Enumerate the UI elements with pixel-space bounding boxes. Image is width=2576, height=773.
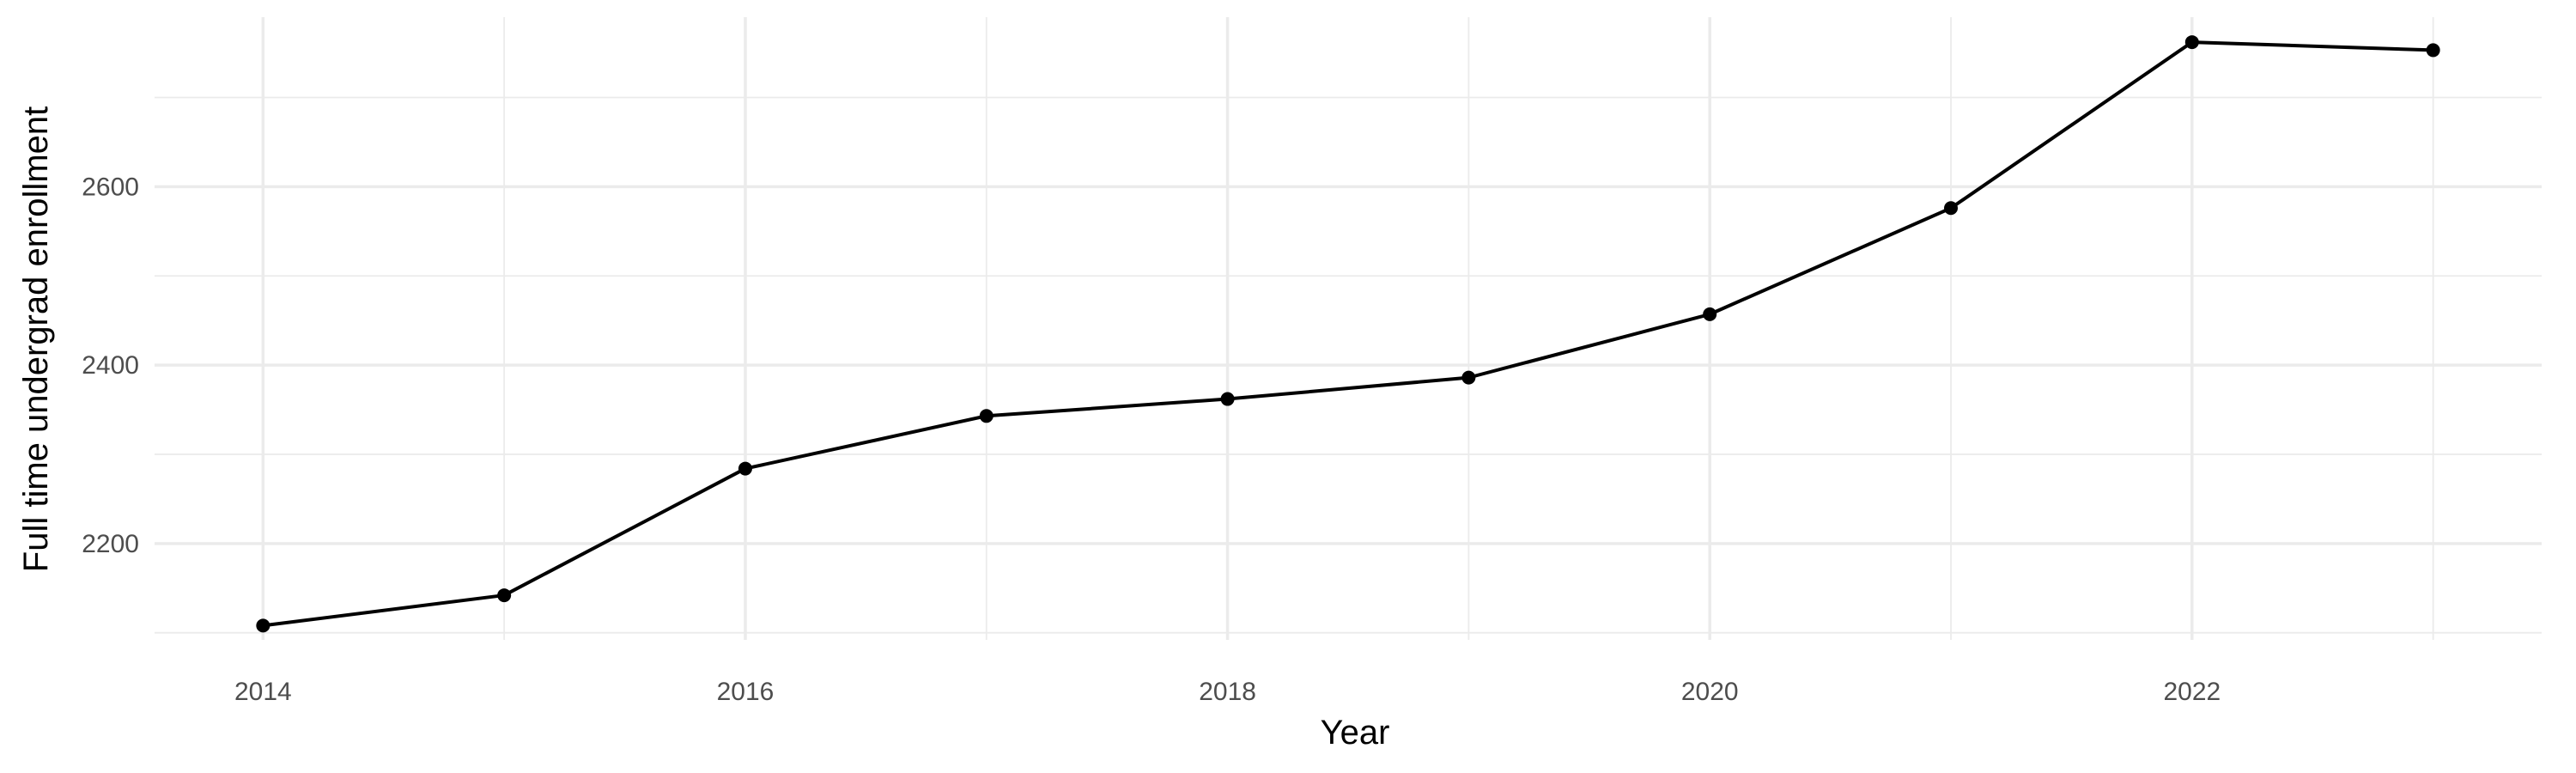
y-axis-ticks: 2200 2400 2600 [82,173,139,557]
data-point [1461,370,1476,385]
data-point [497,588,512,603]
major-gridlines [155,17,2542,640]
data-point [979,409,993,423]
data-point [738,461,752,476]
data-point [1220,392,1235,406]
y-tick-label: 2400 [82,351,139,380]
x-tick-label: 2018 [1199,678,1256,706]
data-point [2426,43,2440,58]
x-axis-title: Year [1321,714,1390,752]
y-tick-label: 2600 [82,173,139,201]
y-axis-title: Full time undergrad enrollment [17,107,55,572]
y-tick-label: 2200 [82,530,139,558]
x-tick-label: 2016 [717,678,775,706]
x-tick-label: 2014 [234,678,292,706]
x-tick-label: 2020 [1681,678,1739,706]
data-point [256,618,270,633]
data-point [2184,35,2199,50]
series-group [256,35,2440,633]
series-line [263,40,2433,628]
x-tick-label: 2022 [2163,678,2221,706]
x-axis-ticks: 2014 2016 2018 2020 2022 [234,678,2221,706]
data-point [1703,307,1717,321]
minor-gridlines [155,17,2542,640]
data-point [1944,201,1959,216]
